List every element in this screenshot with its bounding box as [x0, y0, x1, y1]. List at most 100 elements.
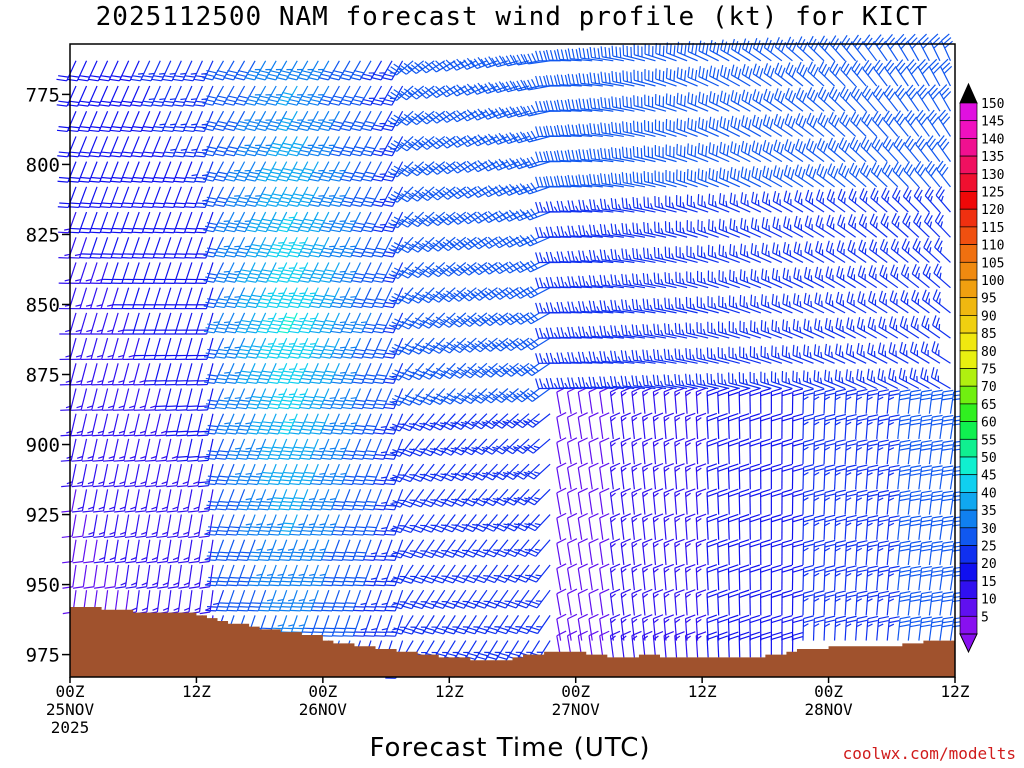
wind-barb-flag: [312, 606, 323, 608]
wind-barb-flag: [488, 107, 496, 117]
wind-barb: [234, 85, 256, 106]
wind-barb-flag: [313, 218, 325, 222]
wind-barb: [257, 514, 277, 536]
wind-barb-flag: [412, 422, 423, 428]
wind-barb-flag: [383, 124, 395, 128]
wind-barb-shaft: [360, 161, 372, 182]
wind-barb-flag: [414, 240, 425, 248]
wind-barb-flag: [300, 276, 311, 280]
wind-barb-flag: [385, 403, 396, 406]
wind-barb: [245, 262, 267, 283]
wind-barb-flag: [345, 602, 356, 604]
wind-barb-shaft: [167, 564, 172, 587]
wind-barb-shaft: [183, 186, 193, 208]
wind-barb-shaft: [207, 464, 214, 486]
wind-barb-flag: [249, 450, 261, 453]
wind-barb: [62, 564, 77, 589]
wind-barb-flag: [483, 526, 494, 532]
wind-barb-shaft: [133, 413, 140, 436]
wind-barb-flag: [247, 301, 259, 305]
wind-barb: [387, 186, 414, 203]
wind-barb: [246, 463, 267, 486]
wind-barb-flag: [314, 370, 325, 374]
wind-barb-flag: [435, 652, 447, 657]
wind-barb-shaft: [92, 514, 98, 537]
wind-barb-flag: [247, 225, 258, 229]
wind-barb-flag: [228, 424, 240, 428]
wind-barb: [213, 236, 235, 258]
wind-barb-shaft: [101, 363, 109, 385]
wind-barb-flag: [290, 120, 302, 125]
wind-barb-flag: [331, 200, 342, 204]
wind-barb-flag: [206, 196, 218, 200]
wind-barb-shaft: [98, 85, 109, 107]
wind-barb-flag: [250, 218, 262, 222]
wind-barb-flag: [453, 240, 463, 249]
wind-barb-flag: [360, 602, 367, 606]
wind-barb-flag: [112, 227, 123, 230]
wind-barb-flag: [256, 330, 267, 334]
wind-barb-flag: [361, 305, 373, 309]
wind-barb-flag: [291, 555, 302, 558]
wind-barb: [340, 337, 362, 359]
wind-barb-flag: [456, 289, 466, 297]
wind-barb-flag: [477, 340, 487, 348]
wind-barb-flag: [86, 380, 93, 383]
wind-barb: [101, 287, 119, 310]
wind-barb: [319, 236, 340, 258]
wind-barb-flag: [268, 609, 280, 612]
wind-barb-flag: [446, 341, 456, 349]
wind-barb-shaft: [318, 161, 330, 182]
wind-barb-flag: [261, 218, 272, 222]
wind-barb-flag: [321, 403, 333, 406]
wind-barb: [61, 464, 77, 488]
wind-barb-flag: [255, 102, 266, 106]
wind-barb: [342, 615, 362, 637]
wind-barb-flag: [234, 102, 245, 106]
wind-barb-flag: [107, 380, 114, 383]
wind-barb: [119, 60, 140, 82]
wind-barb-flag: [393, 242, 404, 248]
wind-barb-flag: [281, 526, 293, 529]
wind-barb-shaft: [144, 413, 151, 436]
wind-barb-flag: [403, 113, 414, 121]
wind-barb-flag: [98, 78, 110, 82]
wind-barb-flag: [215, 174, 226, 179]
wind-barb-flag: [301, 529, 312, 532]
wind-barb-flag: [249, 475, 261, 478]
wind-barb: [235, 337, 256, 359]
wind-barb-shaft: [373, 615, 383, 637]
wind-barb-flag: [313, 576, 325, 579]
wind-barb-flag: [342, 533, 353, 536]
wind-barb-flag: [245, 229, 256, 233]
wind-barb-flag: [365, 374, 376, 377]
wind-barb-shaft: [362, 539, 372, 561]
wind-barb: [215, 489, 235, 511]
wind-barb-flag: [329, 254, 341, 258]
wind-barb: [62, 539, 77, 564]
wind-barb-shaft: [161, 110, 172, 132]
wind-barb-shaft: [103, 564, 109, 587]
wind-barb-flag: [344, 450, 356, 453]
wind-barb-flag: [162, 582, 169, 586]
wind-barb-flag: [142, 231, 153, 234]
wind-barb-flag: [167, 586, 179, 589]
wind-barb: [266, 287, 288, 309]
wind-barb-flag: [251, 395, 262, 399]
wind-barb-flag: [234, 127, 245, 132]
wind-barb-flag: [206, 69, 217, 74]
wind-barb-flag: [226, 508, 237, 511]
wind-barb-flag: [488, 339, 498, 348]
wind-barb-shaft: [351, 438, 362, 460]
wind-barb-flag: [319, 254, 330, 258]
wind-barb: [246, 363, 267, 385]
wind-barb-flag: [341, 124, 352, 128]
wind-barb-flag: [162, 104, 173, 107]
wind-barb-flag: [185, 227, 197, 230]
wind-barb-flag: [206, 580, 218, 583]
wind-barb: [136, 564, 151, 589]
wind-barb-flag: [238, 222, 249, 226]
wind-barb: [320, 413, 340, 435]
wind-barb-shaft: [108, 110, 119, 132]
wind-barb-flag: [496, 445, 506, 452]
